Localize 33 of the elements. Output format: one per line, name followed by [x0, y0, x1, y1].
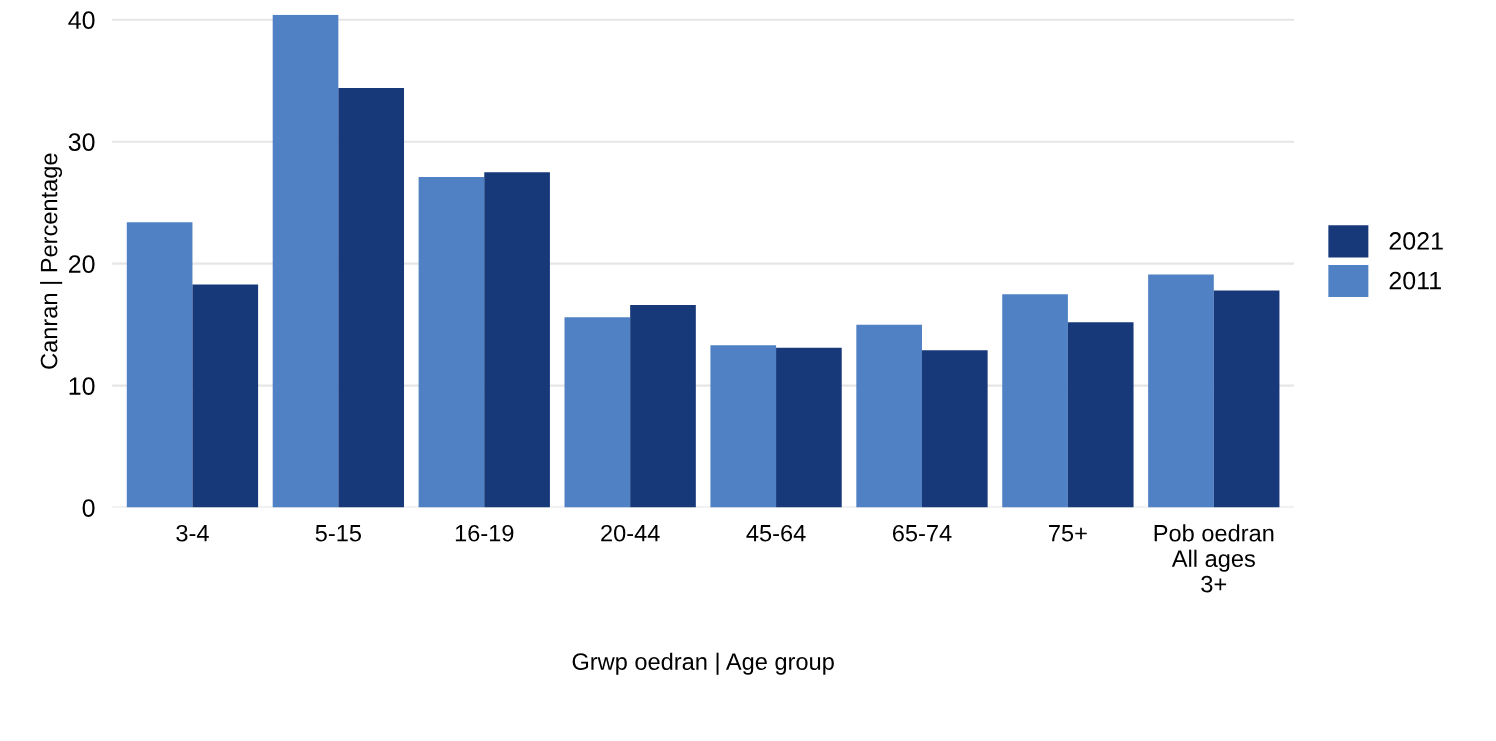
bar: [1067, 322, 1134, 508]
bar: [564, 317, 631, 508]
bar: [484, 172, 550, 508]
y-tick-label: 10: [69, 377, 95, 395]
bar: [630, 305, 696, 508]
bar: [1213, 290, 1280, 508]
legend-label: 2021: [1389, 232, 1443, 250]
legend-label: 2011: [1389, 271, 1441, 290]
x-tick-label: 5-15: [315, 525, 361, 542]
x-tick-label: Pob oedran All ages 3+: [1154, 524, 1274, 593]
y-tick-label: 20: [68, 255, 95, 273]
bar: [856, 324, 922, 508]
x-tick-label: 3-4: [176, 524, 209, 542]
bar: [710, 345, 777, 508]
bar: [1148, 274, 1214, 508]
x-tick-label: 16-19: [455, 524, 514, 542]
x-axis-title: Grwp oedran | Age group: [572, 652, 834, 675]
y-tick-label: 30: [68, 133, 95, 151]
bar: [192, 284, 259, 508]
bar: [418, 177, 485, 508]
x-tick-label: 45-64: [746, 524, 806, 542]
x-tick-label: 20-44: [601, 524, 660, 542]
bar: [776, 347, 842, 508]
bar: [921, 350, 988, 508]
bar: [1002, 294, 1068, 508]
y-axis-title: Canran | Percentage: [40, 153, 63, 369]
bar: [126, 222, 193, 508]
y-tick-label: 0: [82, 499, 95, 517]
x-tick-label: 75+: [1049, 525, 1087, 542]
bar: [338, 88, 405, 508]
x-tick-label: 65-74: [892, 524, 952, 542]
bar: [272, 14, 339, 508]
y-tick-label: 40: [68, 11, 95, 29]
